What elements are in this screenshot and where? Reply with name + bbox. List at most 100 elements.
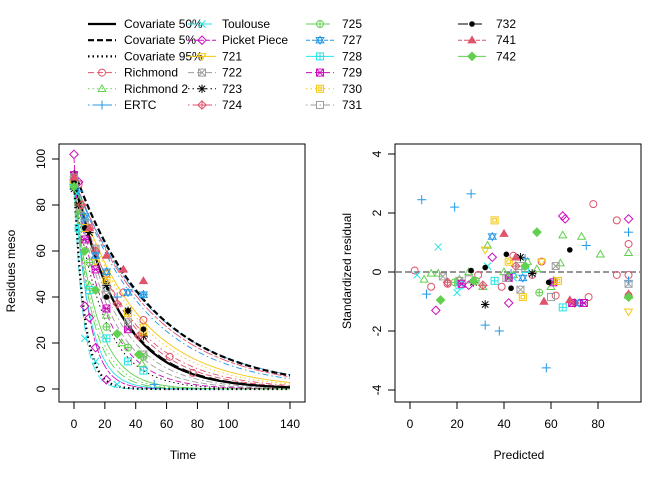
residual-point xyxy=(565,295,575,304)
residual-point xyxy=(623,308,634,317)
residual-point xyxy=(480,246,490,255)
residual-point xyxy=(468,275,479,286)
left-x-tick-label: 80 xyxy=(191,417,205,431)
data-point xyxy=(112,328,123,339)
legend-marker xyxy=(198,20,206,28)
data-point xyxy=(133,349,144,360)
residual-point xyxy=(497,282,506,291)
residual-point xyxy=(503,251,510,258)
residual-point xyxy=(508,285,514,292)
data-point xyxy=(103,294,110,300)
legend-item: 741 xyxy=(458,33,516,47)
data-point xyxy=(79,246,90,256)
fitted-curve xyxy=(73,184,291,386)
residual-point xyxy=(490,216,499,225)
data-point xyxy=(79,301,90,312)
right-plot-frame xyxy=(394,143,642,403)
residual-point xyxy=(482,240,493,249)
legend-item: 721 xyxy=(188,49,242,63)
left-x-tick-label: 140 xyxy=(280,417,300,431)
data-point xyxy=(101,374,112,385)
residual-point xyxy=(490,276,499,285)
data-point xyxy=(124,357,132,366)
legend-label: 721 xyxy=(222,49,242,63)
legend-item: 723 xyxy=(188,82,242,96)
residual-point xyxy=(466,189,476,199)
legend-marker xyxy=(316,52,324,61)
right-y-tick-label: 2 xyxy=(370,209,384,216)
residual-point xyxy=(536,258,547,267)
data-point xyxy=(101,266,112,277)
legend-label: 742 xyxy=(496,49,516,63)
legend-marker xyxy=(98,68,106,77)
left-y-tick-label: 60 xyxy=(34,244,48,258)
residual-point xyxy=(480,320,490,330)
residual-point xyxy=(419,274,429,283)
residual-point xyxy=(528,269,537,278)
legend-item: 728 xyxy=(306,49,362,63)
left-axes: 0 20 40 60 80 100 140 0 20 40 60 80 100 xyxy=(34,149,300,431)
data-point xyxy=(101,250,112,259)
data-point xyxy=(90,342,101,353)
residual-point xyxy=(518,273,528,283)
legend-item: Richmond xyxy=(88,66,178,80)
legend-label: Covariate 5% xyxy=(124,33,196,47)
right-x-tick-label: 60 xyxy=(544,417,558,431)
data-point xyxy=(84,223,95,232)
residual-point xyxy=(503,298,514,308)
right-y-tick-label: 4 xyxy=(370,150,384,157)
data-point xyxy=(124,318,132,327)
left-x-tick-label: 100 xyxy=(218,417,238,431)
legend-marker xyxy=(316,20,324,28)
legend-item: Covariate 95% xyxy=(88,49,203,63)
residual-point xyxy=(589,200,598,209)
legend-label: 741 xyxy=(496,33,516,47)
residual-point xyxy=(450,202,460,212)
data-point xyxy=(80,211,90,222)
residual-point xyxy=(547,293,555,302)
residual-point xyxy=(623,213,634,224)
residual-point xyxy=(579,298,588,307)
right-y-tick-label: 0 xyxy=(370,268,384,275)
data-point xyxy=(118,264,129,273)
left-y-tick-label: 0 xyxy=(34,385,48,392)
legend-label: 730 xyxy=(342,82,362,96)
data-point xyxy=(80,235,89,244)
legend-item: 725 xyxy=(306,17,362,31)
data-point xyxy=(73,189,81,198)
legend-label: 724 xyxy=(222,98,242,112)
legend-label: Richmond 2 xyxy=(124,82,188,96)
data-point xyxy=(102,283,111,292)
data-point xyxy=(69,149,79,160)
left-x-tick-label: 20 xyxy=(98,417,112,431)
legend-marker xyxy=(316,68,324,77)
residual-point xyxy=(567,247,573,253)
data-point xyxy=(101,310,112,319)
residual-point xyxy=(477,280,488,291)
residual-point xyxy=(574,298,584,308)
right-x-tick-label: 40 xyxy=(497,417,511,431)
right-residual-points xyxy=(410,189,634,373)
residual-point xyxy=(434,243,443,251)
residual-point xyxy=(426,268,436,277)
residual-point xyxy=(624,279,633,288)
data-point xyxy=(188,368,197,377)
data-point xyxy=(90,285,101,296)
fitted-curve xyxy=(73,177,291,380)
residual-point xyxy=(453,288,461,297)
right-y-axis-label: Standardized residual xyxy=(340,213,354,329)
left-x-tick-label: 60 xyxy=(160,417,174,431)
legend-label: 723 xyxy=(222,82,242,96)
residual-point xyxy=(427,282,436,291)
data-point xyxy=(102,281,111,290)
residual-point xyxy=(520,261,531,272)
residual-point xyxy=(581,240,591,250)
data-point xyxy=(84,312,95,323)
right-axes: 0 20 40 60 80 -4 -2 0 2 4 xyxy=(370,150,605,431)
residual-point xyxy=(487,252,498,263)
residual-point xyxy=(531,227,542,238)
legend-label: Covariate 95% xyxy=(124,49,203,63)
right-x-axis-label: Predicted xyxy=(494,448,545,462)
legend-item: 732 xyxy=(458,17,516,31)
legend-label: Picket Piece xyxy=(222,33,288,47)
